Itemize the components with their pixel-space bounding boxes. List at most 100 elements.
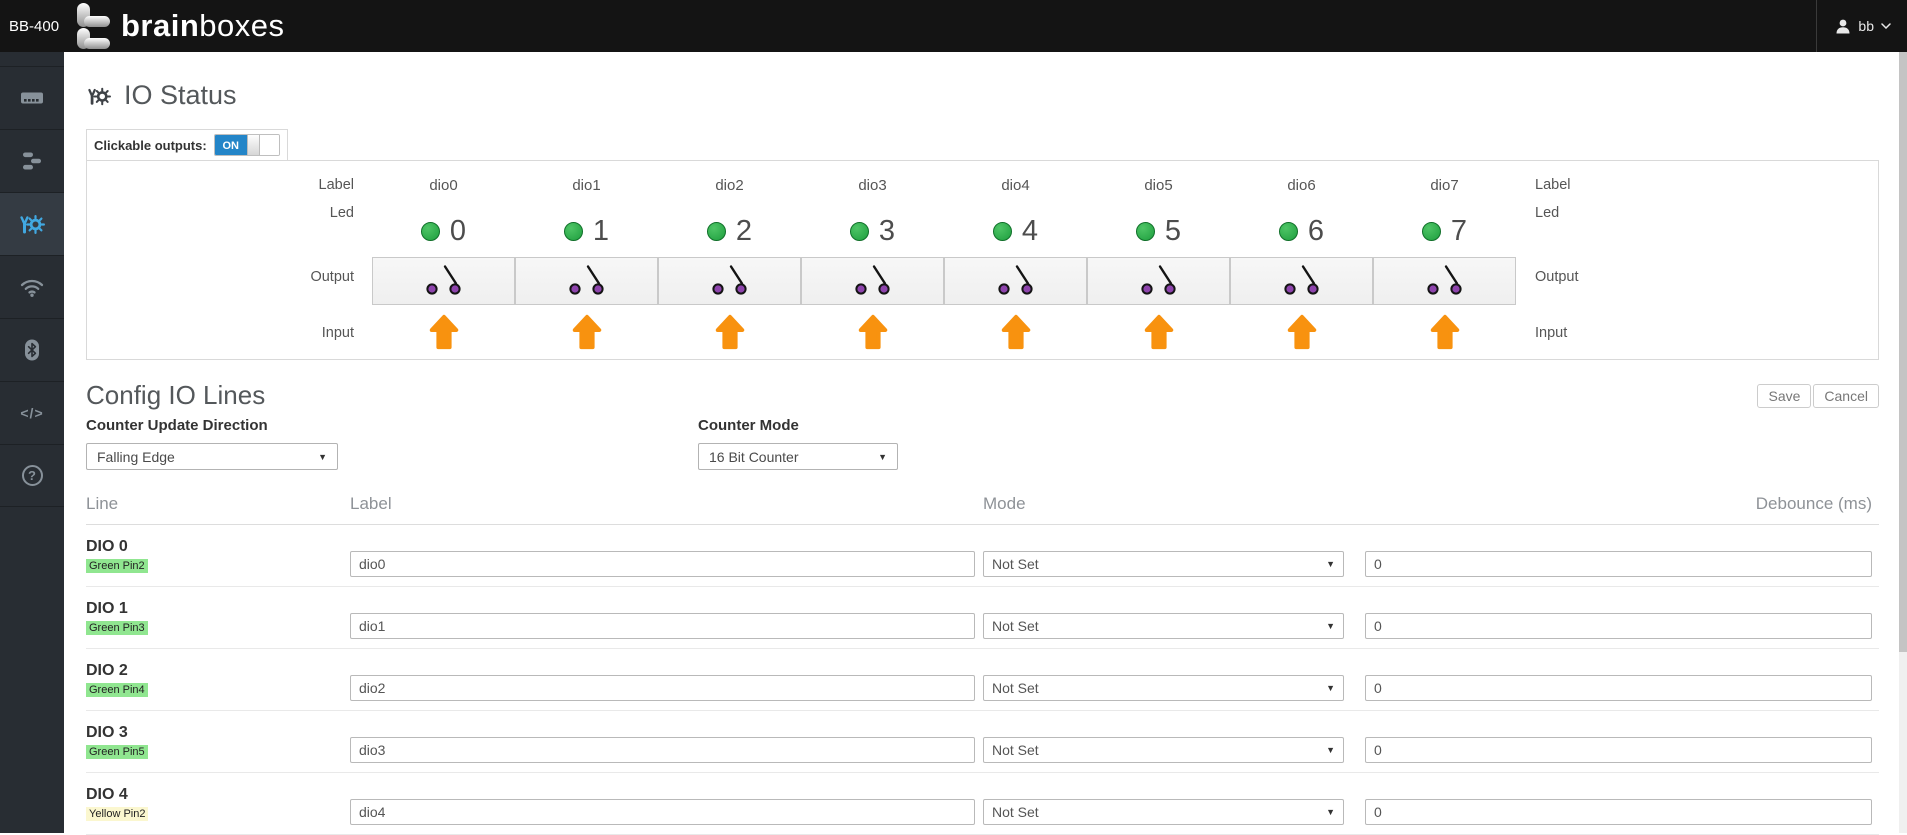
open-switch-icon: [990, 259, 1042, 303]
channel-label: dio7: [1373, 177, 1516, 205]
line-name: DIO 3: [86, 724, 350, 741]
wrench-gear-icon: [86, 84, 112, 108]
io-status-heading: IO Status: [86, 80, 1879, 111]
username: bb: [1858, 18, 1874, 34]
label-input[interactable]: [350, 613, 975, 639]
mode-select[interactable]: Not Set▼: [983, 675, 1344, 701]
open-switch-icon: [561, 259, 613, 303]
table-header: Line Label Mode Debounce (ms): [86, 494, 1879, 525]
debounce-input[interactable]: [1365, 799, 1872, 825]
dropdown-caret-icon: ▼: [1326, 745, 1335, 755]
sidebar-item-bluetooth[interactable]: [0, 318, 64, 381]
debounce-input[interactable]: [1365, 675, 1872, 701]
brand-name: brainboxes: [121, 8, 285, 44]
clickable-outputs-label: Clickable outputs:: [94, 138, 207, 153]
mode-select[interactable]: Not Set▼: [983, 551, 1344, 577]
section-title: Config IO Lines: [86, 380, 1879, 411]
channel-label: dio4: [944, 177, 1087, 205]
channel-label: dio1: [515, 177, 658, 205]
clickable-outputs-toggle[interactable]: ON: [214, 134, 280, 156]
output-switch[interactable]: [1373, 257, 1516, 305]
led-dot: [707, 222, 726, 241]
led-indicator: 2: [658, 205, 801, 257]
line-name: DIO 2: [86, 662, 350, 679]
user-menu[interactable]: bb: [1816, 0, 1907, 52]
io-status-grid: Label dio0 dio1 dio2 dio3 dio4 dio5 dio6…: [86, 160, 1879, 360]
counter-update-direction-select[interactable]: Falling Edge ▼: [86, 443, 338, 470]
clickable-outputs-control: Clickable outputs: ON: [86, 129, 288, 161]
row-label-right: Input: [1516, 313, 1878, 357]
debounce-input[interactable]: [1365, 613, 1872, 639]
channel-label: dio0: [372, 177, 515, 205]
label-input[interactable]: [350, 737, 975, 763]
sidebar-item-io-status[interactable]: [0, 192, 64, 255]
dropdown-caret-icon: ▼: [878, 452, 887, 462]
sidebar-item-device[interactable]: [0, 66, 64, 129]
col-header-debounce: Debounce (ms): [1365, 494, 1879, 514]
label-input[interactable]: [350, 799, 975, 825]
input-arrow-icon: [711, 313, 749, 357]
connections-icon: [20, 149, 44, 173]
device-icon: [19, 85, 45, 111]
dropdown-caret-icon: ▼: [318, 452, 327, 462]
label-input[interactable]: [350, 675, 975, 701]
chevron-down-icon: [1881, 23, 1891, 29]
sidebar-item-connections[interactable]: [0, 129, 64, 192]
output-switch[interactable]: [944, 257, 1087, 305]
led-indicator: 3: [801, 205, 944, 257]
input-arrow-icon: [1426, 313, 1464, 357]
sidebar-item-help[interactable]: ?: [0, 444, 64, 507]
led-indicator: 4: [944, 205, 1087, 257]
output-switch[interactable]: [1230, 257, 1373, 305]
debounce-input[interactable]: [1365, 737, 1872, 763]
led-dot: [1136, 222, 1155, 241]
mode-select[interactable]: Not Set▼: [983, 737, 1344, 763]
sidebar-item-wifi[interactable]: [0, 255, 64, 318]
wrench-gear-icon: [18, 211, 46, 237]
brainboxes-logo-icon: [77, 3, 113, 49]
sidebar-item-console[interactable]: </>: [0, 381, 64, 444]
input-arrow-icon: [854, 313, 892, 357]
dropdown-caret-icon: ▼: [1326, 559, 1335, 569]
code-icon: </>: [20, 405, 43, 421]
config-io-lines-header: Config IO Lines Save Cancel: [86, 380, 1879, 411]
save-button[interactable]: Save: [1757, 384, 1811, 408]
dropdown-caret-icon: ▼: [1326, 683, 1335, 693]
mode-select[interactable]: Not Set▼: [983, 799, 1344, 825]
brainboxes-logo[interactable]: brainboxes: [77, 3, 285, 49]
row-label-left: Input: [87, 313, 372, 357]
channel-label: dio2: [658, 177, 801, 205]
output-switch[interactable]: [1087, 257, 1230, 305]
toggle-handle[interactable]: [247, 135, 260, 155]
cancel-button[interactable]: Cancel: [1813, 384, 1879, 408]
pin-badge: Green Pin3: [86, 621, 148, 635]
scrollbar-thumb[interactable]: [1899, 52, 1907, 652]
led-dot: [1279, 222, 1298, 241]
pin-badge: Green Pin5: [86, 745, 148, 759]
wifi-icon: [19, 274, 45, 300]
input-arrow-icon: [997, 313, 1035, 357]
label-input[interactable]: [350, 551, 975, 577]
dropdown-caret-icon: ▼: [1326, 807, 1335, 817]
open-switch-icon: [704, 259, 756, 303]
device-model: BB-400: [9, 18, 67, 35]
output-switch[interactable]: [372, 257, 515, 305]
led-indicator: 1: [515, 205, 658, 257]
open-switch-icon: [847, 259, 899, 303]
row-label-right: Label: [1516, 177, 1878, 205]
output-switch[interactable]: [658, 257, 801, 305]
scrollbar-track[interactable]: [1899, 52, 1907, 833]
row-label-right: Output: [1516, 257, 1878, 313]
output-switch[interactable]: [515, 257, 658, 305]
input-arrow-icon: [425, 313, 463, 357]
mode-select[interactable]: Not Set▼: [983, 613, 1344, 639]
open-switch-icon: [1133, 259, 1185, 303]
output-switch[interactable]: [801, 257, 944, 305]
counter-mode-select[interactable]: 16 Bit Counter ▼: [698, 443, 898, 470]
sidebar: </> ?: [0, 52, 64, 833]
table-row: DIO 3 Green Pin5 Not Set▼: [86, 711, 1879, 773]
debounce-input[interactable]: [1365, 551, 1872, 577]
